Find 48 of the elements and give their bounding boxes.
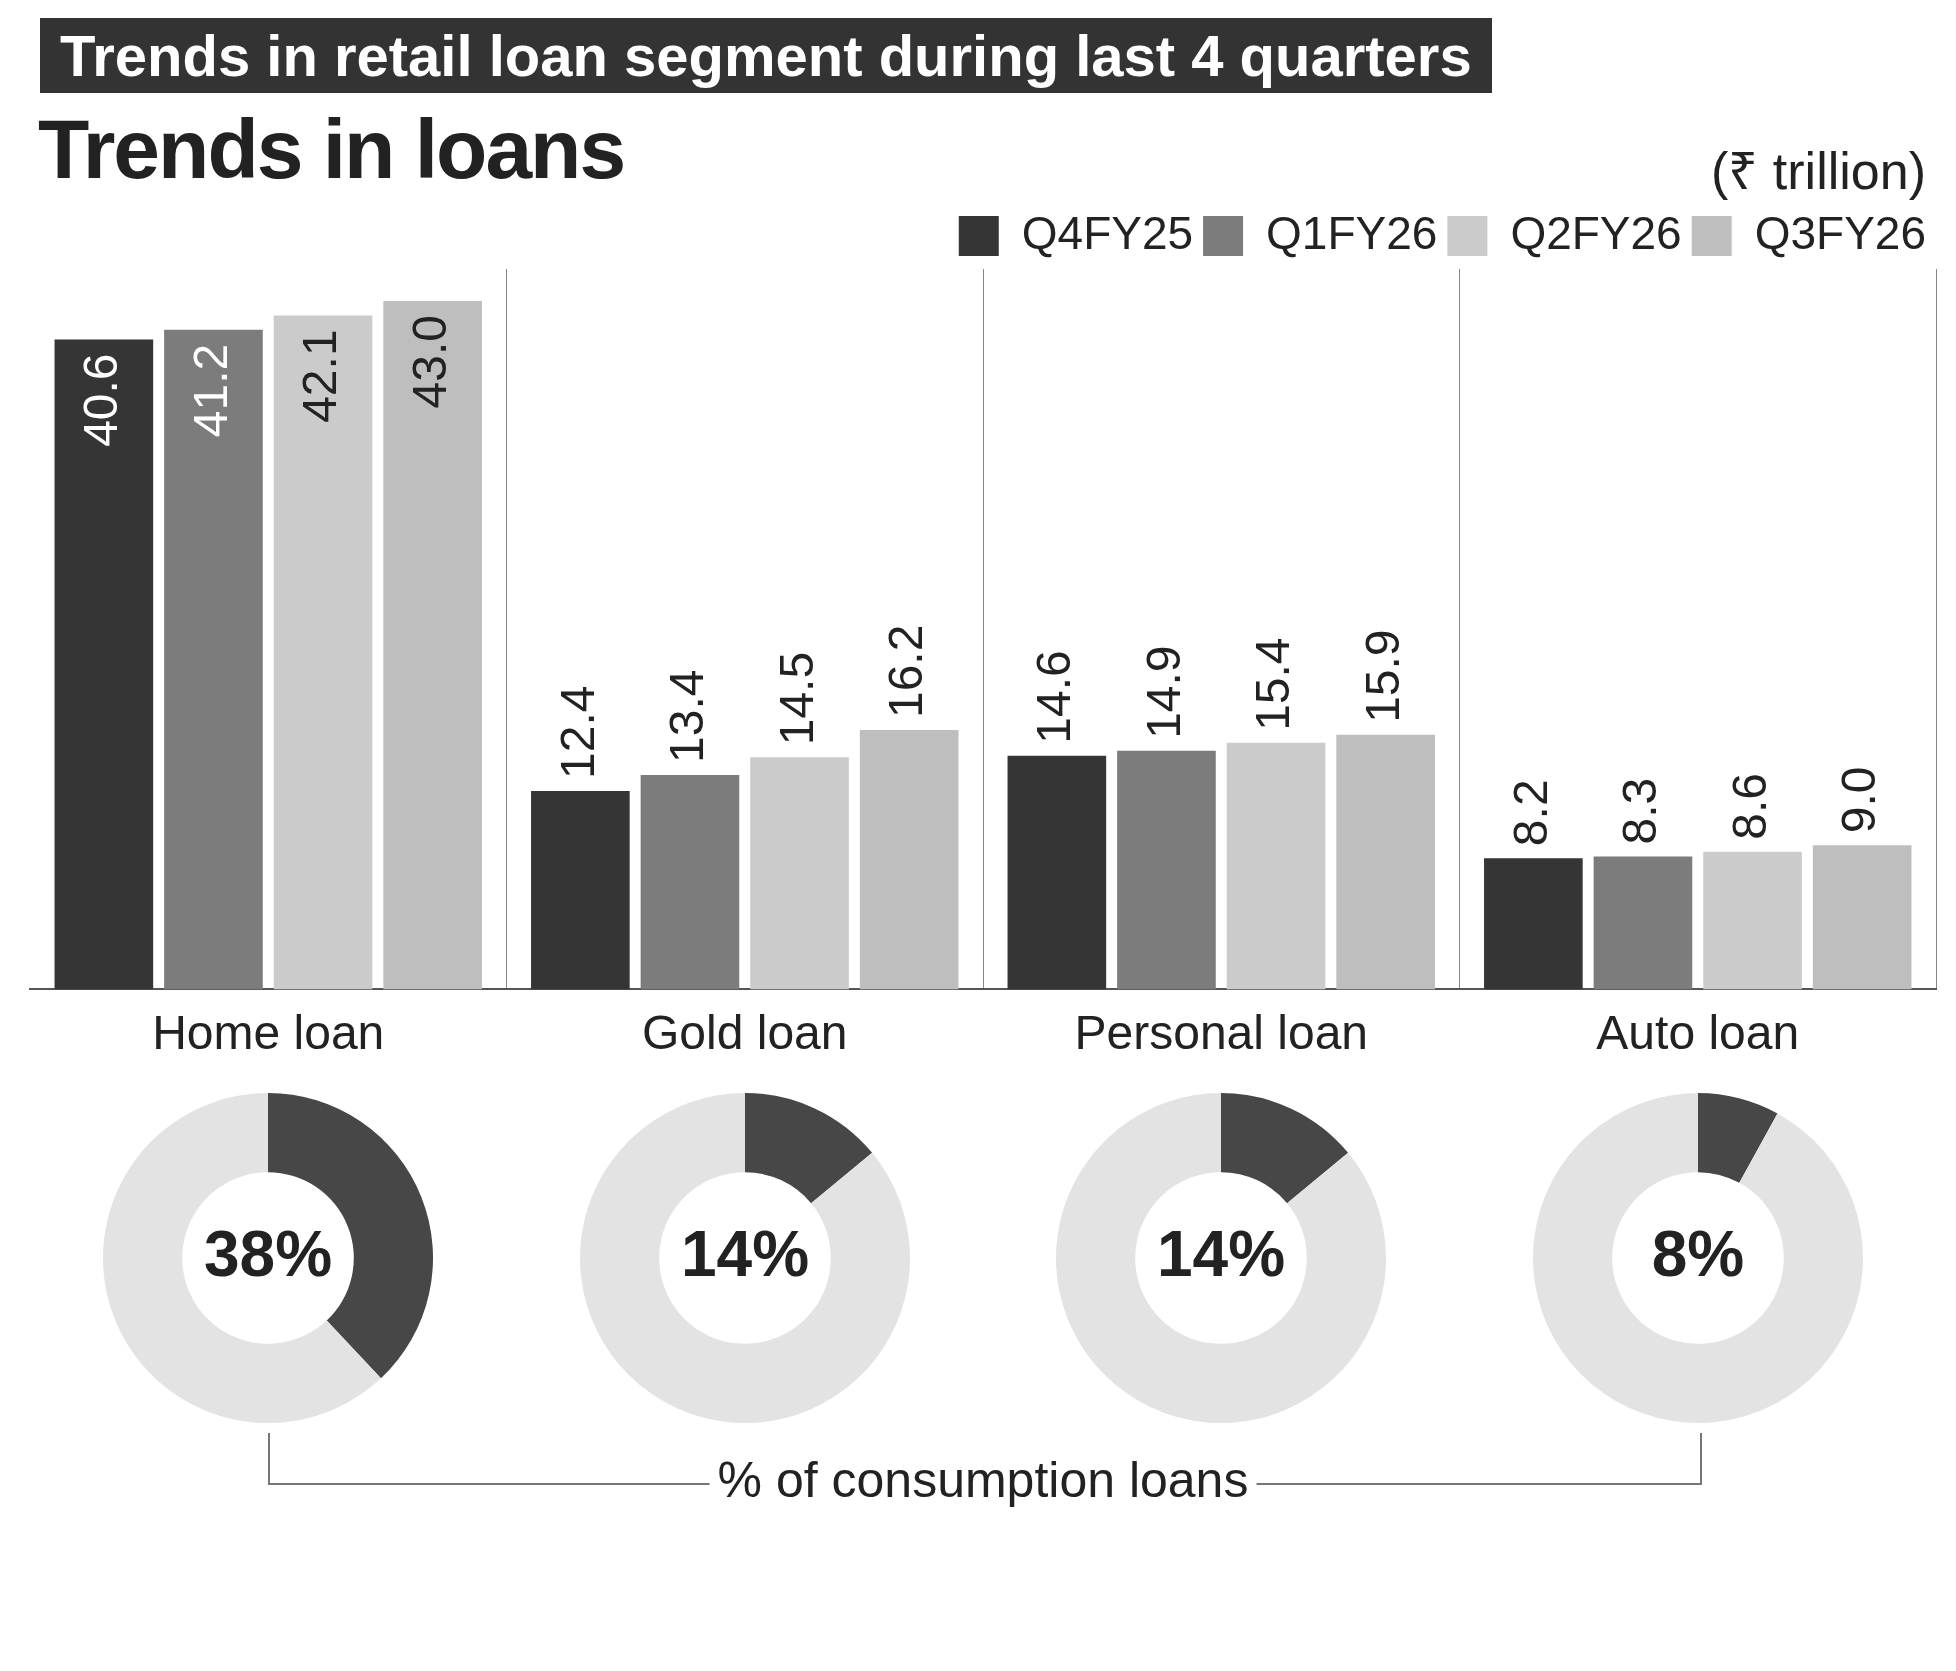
legend-label: Q1FY26: [1266, 206, 1438, 259]
bar: [54, 339, 154, 990]
bar: [1703, 851, 1802, 990]
data-label: 8.3: [1613, 777, 1667, 845]
bar: [1226, 742, 1326, 990]
data-label: 15.4: [1246, 637, 1300, 731]
data-label: 14.9: [1136, 645, 1190, 739]
x-tick-label: Auto loan: [1596, 1006, 1800, 1060]
data-label: 42.1: [293, 329, 347, 423]
data-label: 14%: [680, 1217, 809, 1290]
data-label: 12.4: [550, 685, 604, 779]
data-label: 8.6: [1722, 772, 1776, 840]
bar: [1117, 750, 1216, 990]
data-label: 43.0: [402, 315, 456, 409]
y-axis-title: (₹ trillion): [1711, 141, 1926, 202]
x-tick-label: Home loan: [152, 1006, 385, 1060]
data-label: 8.2: [1503, 779, 1557, 847]
data-label: 38%: [204, 1217, 333, 1290]
text: % of consumption loans: [709, 1451, 1257, 1509]
x-tick-label: Gold loan: [642, 1006, 848, 1060]
bar: [750, 757, 849, 990]
bar: [1336, 734, 1435, 990]
bar: [859, 730, 959, 990]
bar: [1007, 755, 1107, 990]
bar: [640, 774, 740, 990]
data-label: 13.4: [660, 669, 714, 763]
legend-label: Q3FY26: [1754, 206, 1926, 259]
data-label: 16.2: [879, 624, 933, 719]
legend-label: Q4FY25: [1021, 206, 1194, 259]
data-label: 14.5: [769, 651, 823, 746]
data-label: 15.9: [1355, 629, 1409, 723]
chart-title: Trends in retail loan segment during last 4 quarters: [40, 18, 1492, 93]
data-label: 41.2: [183, 343, 237, 438]
bar: [164, 329, 263, 990]
data-label: 14%: [1157, 1217, 1286, 1290]
bar: [273, 315, 373, 990]
data-label: 40.6: [74, 353, 128, 447]
data-label: 14.6: [1027, 650, 1081, 744]
data-label: 9.0: [1832, 766, 1886, 834]
x-tick-label: Personal loan: [1074, 1006, 1369, 1060]
chart-subtitle: Trends in loans: [38, 101, 625, 198]
bar: [1593, 856, 1693, 990]
bar: [383, 301, 482, 990]
bar: [1484, 858, 1583, 990]
legend-label: Q2FY26: [1510, 206, 1682, 259]
data-label: 8%: [1651, 1217, 1744, 1290]
bar: [1812, 845, 1912, 990]
bar: [531, 790, 630, 990]
